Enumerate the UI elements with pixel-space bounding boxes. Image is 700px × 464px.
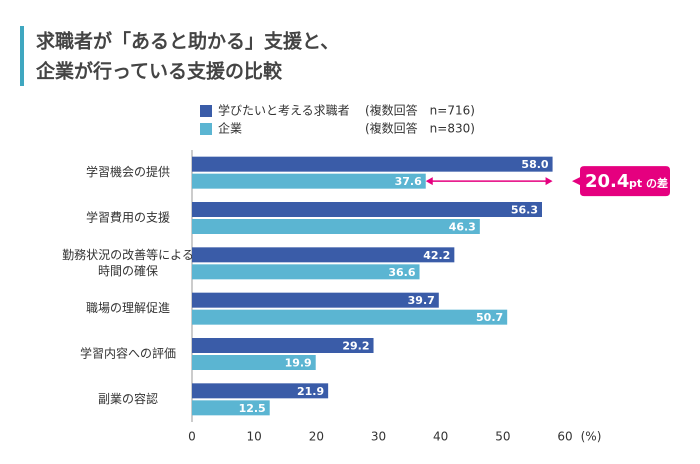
bar <box>192 292 439 308</box>
legend-note: (複数回答 n=716) <box>365 103 475 118</box>
legend-label: 企業 <box>218 121 242 136</box>
x-tick-label: 30 <box>371 430 386 444</box>
value-label: 21.9 <box>297 385 324 398</box>
bar <box>192 355 316 370</box>
bar <box>192 202 542 217</box>
x-tick-label: 50 <box>495 430 510 444</box>
x-tick-label: 10 <box>247 430 262 444</box>
x-unit: (%) <box>581 430 602 444</box>
bar <box>192 247 455 263</box>
y-tick-label: 職場の理解促進 <box>86 301 170 315</box>
arrow-head <box>425 177 433 186</box>
value-label: 36.6 <box>388 266 415 279</box>
legend-note: (複数回答 n=830) <box>365 121 475 136</box>
bar <box>192 400 270 416</box>
value-label: 58.0 <box>521 158 548 171</box>
x-tick-label: 0 <box>188 430 196 444</box>
annotation-value: 20.4 <box>585 171 629 192</box>
x-tick-label: 20 <box>309 430 324 444</box>
value-label: 46.3 <box>449 221 476 234</box>
chart-title: 求職者が「あると助かる」支援と、 <box>36 30 339 53</box>
y-tick-label: 副業の容認 <box>98 391 158 406</box>
bar <box>192 156 553 172</box>
legend-swatch <box>200 123 212 135</box>
value-label: 19.9 <box>285 357 312 370</box>
legend-label: 学びたいと考える求職者 <box>218 103 350 118</box>
value-label: 39.7 <box>408 294 435 307</box>
arrow-head <box>545 177 553 186</box>
legend-swatch <box>200 105 212 117</box>
x-tick-label: 40 <box>433 430 448 444</box>
bar <box>192 383 329 399</box>
y-tick-label: 学習費用の支援 <box>86 210 170 225</box>
title-accent <box>20 26 24 86</box>
value-label: 29.2 <box>342 340 369 353</box>
y-tick-label: 勤務状況の改善等による <box>62 247 194 262</box>
bar <box>192 219 480 234</box>
bar <box>192 338 374 353</box>
chart-title: 企業が行っている支援の比較 <box>35 60 283 83</box>
value-label: 56.3 <box>511 204 538 217</box>
value-label: 50.7 <box>476 311 503 324</box>
bar <box>192 264 420 280</box>
value-label: 12.5 <box>239 402 266 415</box>
y-tick-label: 学習内容への評価 <box>80 346 176 361</box>
x-tick-label: 60 <box>557 430 572 444</box>
value-label: 37.6 <box>395 175 422 188</box>
bar <box>192 173 426 189</box>
y-tick-label: 学習機会の提供 <box>86 164 170 179</box>
y-tick-label: 時間の確保 <box>98 263 158 278</box>
bar <box>192 309 508 325</box>
value-label: 42.2 <box>423 249 450 262</box>
annotation-box <box>572 166 670 197</box>
annotation-unit: pt の差 <box>629 176 668 190</box>
